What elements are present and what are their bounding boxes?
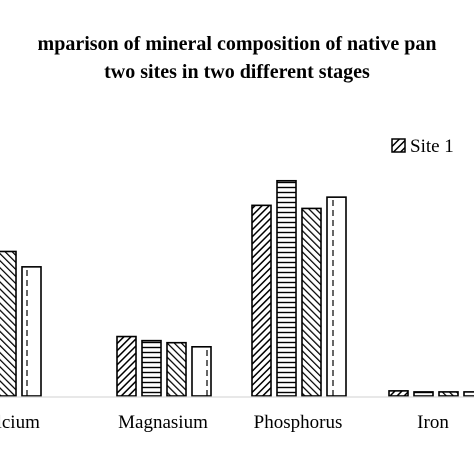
legend: Site 1 — [391, 136, 454, 157]
bar-iron-series-3 — [438, 391, 459, 397]
category-label-phosphorus: Phosphorus — [254, 412, 343, 433]
bar-phosphorus-series-1 — [251, 204, 272, 397]
chart-title: mparison of mineral composition of nativ… — [38, 33, 437, 83]
bar-magnasium-series-3 — [166, 341, 187, 397]
bar-iron-series-1 — [388, 390, 409, 397]
bar-iron-series-4 — [463, 391, 474, 397]
chart-title-line-1: mparison of mineral composition of nativ… — [38, 33, 437, 55]
bar-magnasium-series-2 — [141, 339, 162, 397]
bar-phosphorus-series-2 — [276, 179, 297, 397]
legend-label-site-1: Site 1 — [410, 136, 454, 157]
bar-phosphorus-series-3 — [301, 207, 322, 397]
category-label-magnasium: Magnasium — [118, 412, 208, 433]
bars — [0, 179, 474, 397]
chart-title-line-2: two sites in two different stages — [104, 61, 370, 83]
legend-swatch-site-1 — [391, 138, 406, 153]
category-label-iron: Iron — [417, 412, 449, 433]
category-labels: alcium Magnasium Phosphorus Iron — [0, 412, 449, 433]
bar-phosphorus-series-4 — [326, 196, 347, 397]
bar-calcium-series-4 — [21, 266, 42, 397]
bar-magnasium-series-1 — [116, 335, 137, 397]
bar-iron-series-2 — [413, 391, 434, 397]
bar-magnasium-series-4 — [191, 345, 212, 397]
category-label-calcium: alcium — [0, 412, 40, 433]
bar-calcium-series-3 — [0, 250, 17, 397]
